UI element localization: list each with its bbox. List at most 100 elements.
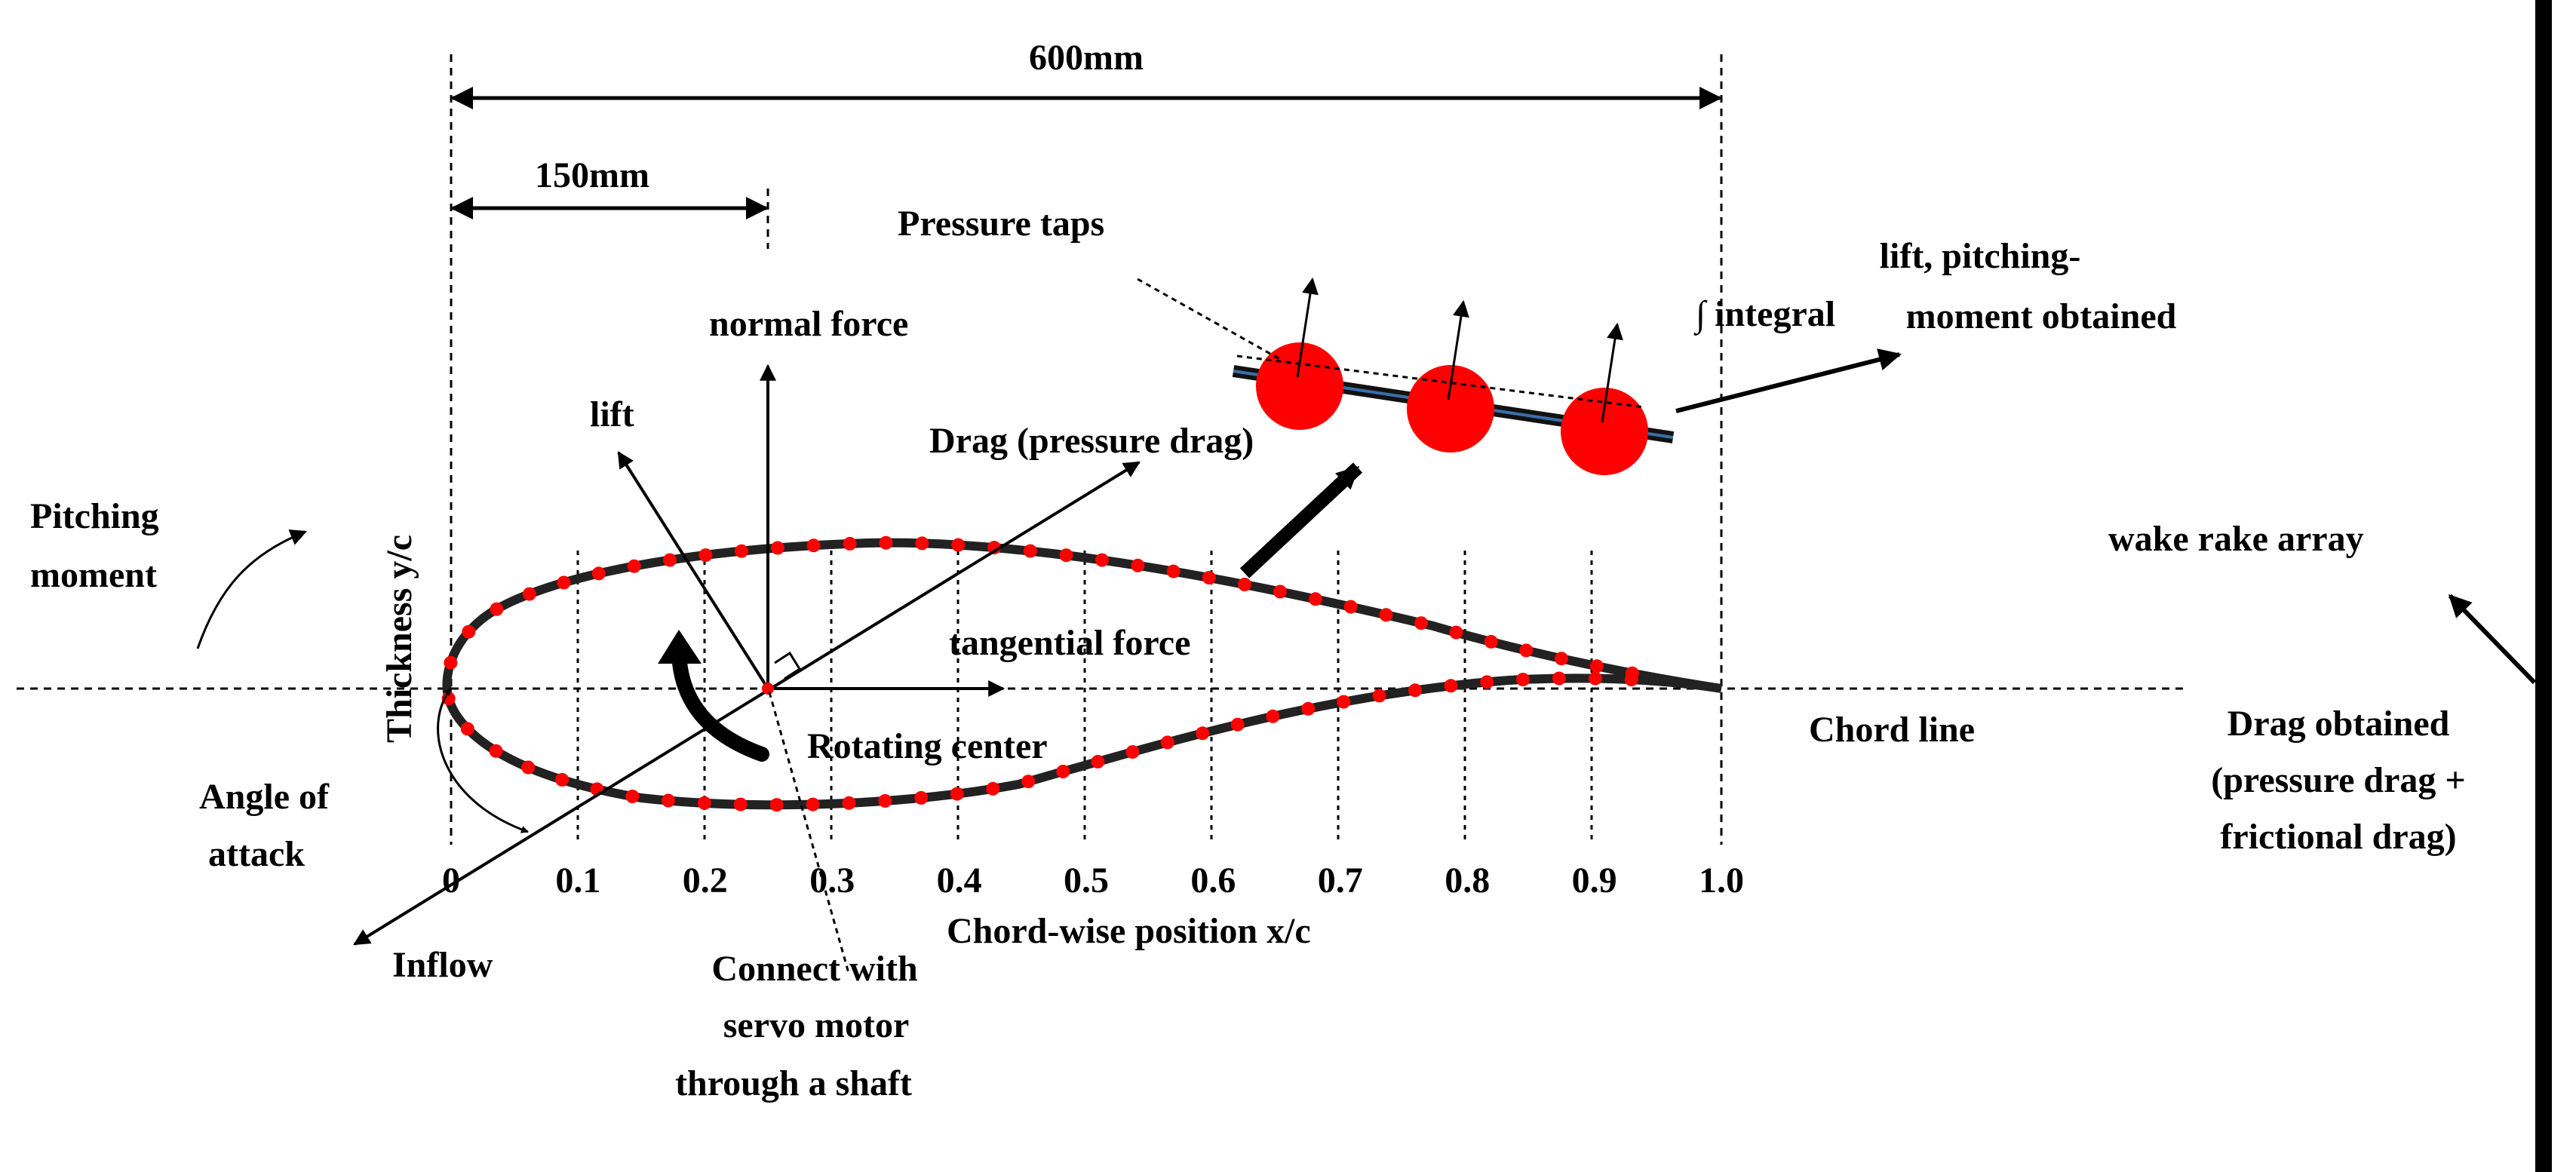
airfoil-tap-dot	[1516, 673, 1530, 686]
angle-of-attack-arc	[437, 688, 529, 833]
airfoil-tap-dot	[1589, 659, 1604, 673]
rotation-arrow	[671, 641, 769, 762]
airfoil-tap-dot	[591, 566, 606, 581]
chordwise-axis-label: Chord-wise position x/c	[947, 911, 1311, 951]
airfoil-tap-dot	[555, 772, 570, 787]
airfoil-tap-dot	[1095, 553, 1109, 567]
x-tick-label: 0.3	[809, 861, 855, 900]
airfoil-tap-dot	[1091, 754, 1105, 769]
airfoil-tap-dot	[625, 790, 640, 803]
airfoil-tap-dot	[915, 536, 929, 551]
airfoil-tap-dot	[986, 781, 1000, 796]
airfoil-tap-dot	[1624, 673, 1638, 687]
dimension-600-label: 600mm	[1029, 38, 1144, 78]
airfoil-tap-dot	[698, 548, 713, 563]
x-tick-label: 0.8	[1445, 861, 1490, 900]
airfoil-tap-dot	[1131, 558, 1145, 572]
airfoil-tap-dot	[1379, 608, 1393, 622]
pressure-taps-label: Pressure taps	[898, 204, 1104, 244]
connect-label-line3: through a shaft	[675, 1063, 912, 1103]
airfoil-tap-dot	[627, 559, 641, 573]
airfoil-tap-dot	[1202, 571, 1216, 584]
airfoil-tap-dot	[1196, 726, 1210, 741]
pitching-moment-label-line2: moment	[30, 555, 157, 595]
airfoil-tap-dot	[1343, 600, 1358, 614]
airfoil-tap-dot	[1480, 675, 1494, 689]
airfoil-tap-dot	[1519, 643, 1534, 658]
airfoil-pressure-taps	[441, 535, 1639, 812]
angle-of-attack-label-line1: Angle of	[199, 777, 330, 817]
airfoil-tap-dot	[521, 760, 536, 775]
airfoil-tap-dot	[806, 797, 820, 812]
airfoil-tap-dot	[878, 793, 892, 808]
x-tick-labels: 0 0.1 0.2 0.3 0.4 0.5 0.6 0.7 0.8 0.9 1.0	[442, 861, 1744, 900]
airfoil-tap-dot	[950, 787, 964, 801]
x-tick-label: 0	[442, 861, 460, 900]
airfoil-tap-dot	[1337, 695, 1351, 709]
airfoil-tap-dot	[663, 553, 677, 567]
pitching-moment-arrow	[196, 529, 308, 649]
x-tick-label: 0.4	[937, 861, 982, 900]
airfoil-tap-dot	[557, 575, 571, 590]
wake-rake-arrow	[2448, 594, 2537, 685]
drag-pressure-label: Drag (pressure drag)	[929, 421, 1254, 461]
airfoil-tap-dot	[879, 535, 893, 550]
airfoil-tap-dot	[1023, 544, 1037, 558]
inset-tap-3	[1561, 388, 1648, 475]
rotating-center-label: Rotating center	[807, 726, 1048, 766]
lift-moment-label-line1: lift, pitching-	[1880, 236, 2081, 276]
airfoil-tap-dot	[1266, 709, 1280, 723]
airfoil-tap-dot	[735, 544, 749, 558]
airfoil-tap-dot	[951, 538, 966, 552]
airfoil-tap-dot	[1160, 735, 1174, 750]
connect-label-line1: Connect with	[711, 949, 917, 989]
airfoil-tap-dot	[1484, 634, 1498, 649]
airfoil-tap-dot	[1414, 616, 1429, 630]
chord-line-label: Chord line	[1809, 710, 1975, 750]
airfoil-tap-dot	[444, 655, 458, 670]
airfoil-tap-dot	[1588, 671, 1602, 686]
x-tick-label: 0.6	[1190, 861, 1236, 900]
dimension-150-label: 150mm	[535, 155, 649, 195]
airfoil-tap-dot	[1059, 548, 1073, 563]
airfoil-tap-dot	[842, 796, 856, 810]
airfoil-tap-dot	[1230, 717, 1245, 732]
x-tick-label: 0.9	[1572, 861, 1617, 900]
rotation-arrowhead	[658, 630, 702, 664]
drag-obtained-label-line2: (pressure drag +	[2211, 760, 2466, 800]
airfoil-tap-dot	[733, 797, 748, 812]
airfoil-tap-dot	[1449, 625, 1463, 640]
x-tick-label: 0.2	[683, 861, 728, 900]
inset-tap-2	[1407, 365, 1494, 453]
wake-rake-label: wake rake array	[2108, 519, 2364, 559]
angle-of-attack-label-line2: attack	[208, 834, 305, 874]
x-tick-label: 0.1	[555, 861, 600, 900]
airfoil-tap-dot	[1056, 765, 1070, 778]
inflow-drag-line	[353, 461, 1141, 946]
pressure-tap-inset	[1232, 277, 1675, 475]
airfoil-tap-dot	[1555, 652, 1568, 666]
airfoil-tap-dot	[914, 790, 929, 805]
inset-tap-1	[1256, 342, 1343, 430]
inset-pointer-arrow	[1239, 462, 1363, 578]
airfoil-tap-dot	[1444, 679, 1458, 693]
airfoil-tap-dot	[462, 624, 476, 639]
airfoil-tap-dot	[697, 796, 711, 810]
right-angle-marker	[774, 651, 802, 680]
airfoil-tap-dot	[1308, 592, 1322, 606]
lift-label: lift	[590, 394, 634, 434]
pitching-moment-label-line1: Pitching	[30, 496, 159, 536]
x-tick-label: 0.5	[1064, 861, 1109, 900]
airfoil-tap-dot	[1372, 689, 1386, 703]
airfoil-tap-dot	[769, 798, 784, 812]
x-tick-label: 1.0	[1699, 861, 1744, 900]
airfoil-tap-dot	[1273, 584, 1287, 599]
airfoil-tap-dot	[1125, 745, 1140, 759]
airfoil-tap-dot	[806, 538, 821, 553]
x-tick-label: 0.7	[1318, 861, 1363, 900]
airfoil-tap-dot	[770, 541, 784, 555]
airfoil-tap-dot	[490, 602, 504, 616]
airfoil-tap-dot	[522, 587, 536, 601]
integral-label: ∫ integral	[1693, 294, 1835, 336]
